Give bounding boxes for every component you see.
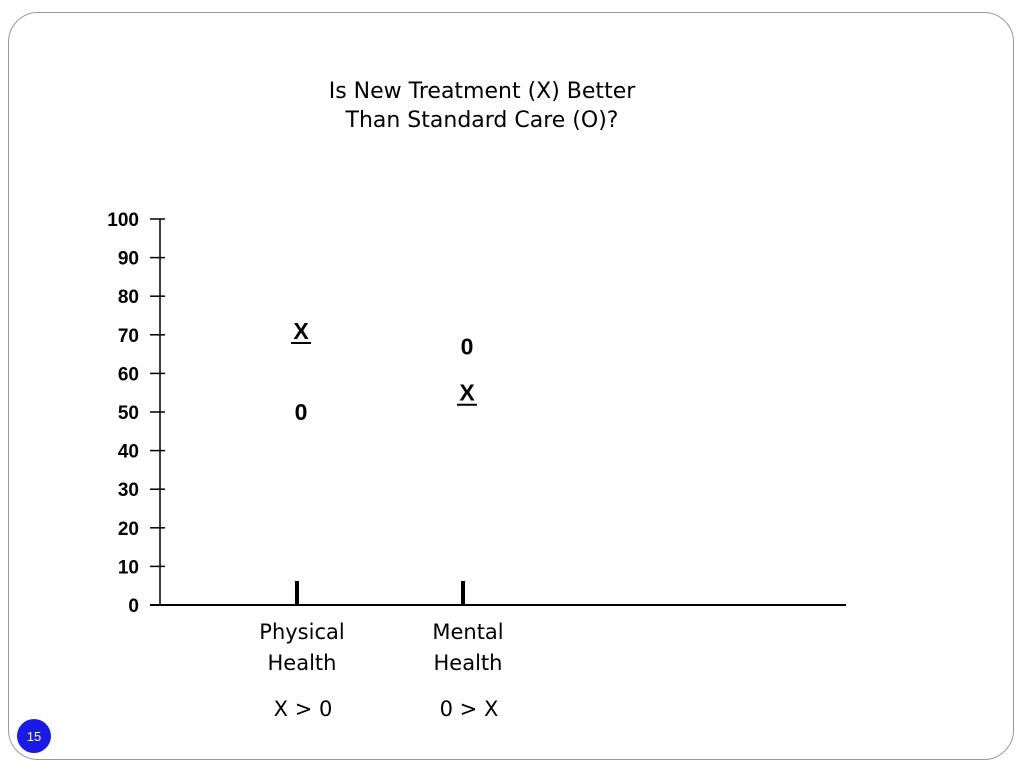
marker-o-0: 0 xyxy=(295,399,308,425)
marker-x-0: X xyxy=(293,318,309,344)
y-tick-label-70: 70 xyxy=(118,326,139,347)
y-tick-label-0: 0 xyxy=(128,596,139,617)
y-tick-label-50: 50 xyxy=(118,403,139,424)
comparison-label-1: 0 > X xyxy=(440,697,499,721)
y-tick-label-40: 40 xyxy=(118,442,139,463)
category-label-0: Physical Health xyxy=(259,620,344,675)
comparison-label-0: X > 0 xyxy=(274,697,333,721)
chart-title: Is New Treatment (X) Better Than Standar… xyxy=(328,79,636,133)
slide-frame xyxy=(8,12,1014,760)
y-tick-label-60: 60 xyxy=(118,364,139,385)
marker-o-1: 0 xyxy=(461,333,474,359)
marker-x-1: X xyxy=(459,380,475,406)
y-tick-label-100: 100 xyxy=(107,210,139,231)
category-label-1: Mental Health xyxy=(432,620,503,675)
y-tick-label-90: 90 xyxy=(118,249,139,270)
y-tick-label-10: 10 xyxy=(118,557,139,578)
y-tick-label-80: 80 xyxy=(118,287,139,308)
y-tick-label-20: 20 xyxy=(118,519,139,540)
page-number-badge: 15 xyxy=(17,719,51,753)
y-tick-label-30: 30 xyxy=(118,480,139,501)
